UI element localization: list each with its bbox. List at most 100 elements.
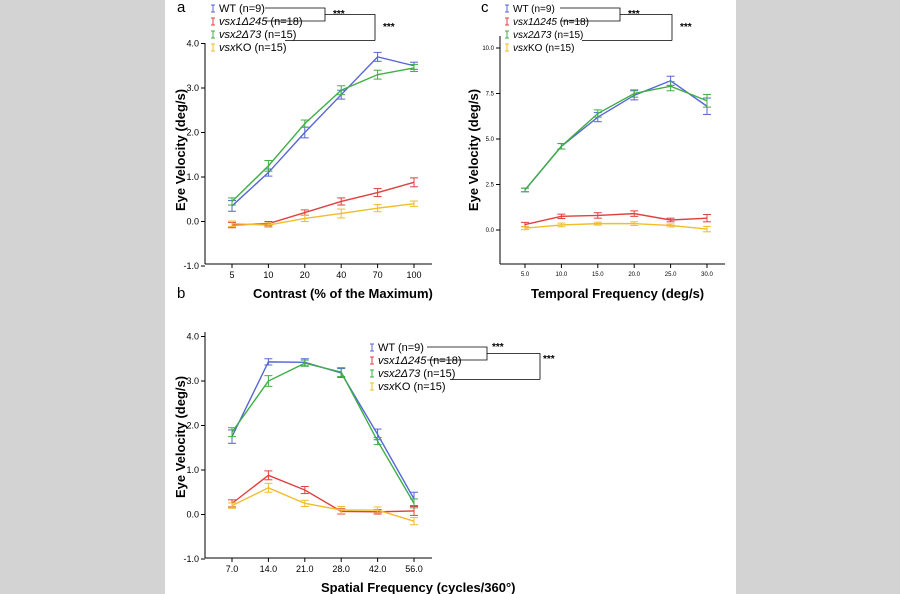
significance-stars: *** [492,342,504,353]
legend-text: (n=18) [267,16,302,28]
series-line-vsxKO [231,203,415,226]
legend-text-italic: vsx1Δ245 [378,355,427,367]
x-tick-label: 56.0 [405,564,423,574]
y-tick-label: 7.5 [486,92,495,98]
legend-text-italic: vsx [219,42,236,54]
significance-stars: *** [628,9,640,20]
figure-svg: a -1.0 0.0 1.0 2.0 3.0 4.0 5 10 20 40 70 100 Contrast… [173,0,725,594]
panel-letter: a [177,0,186,16]
y-tick-label: 0.0 [186,510,199,520]
legend-text-italic: vsx [378,381,395,393]
significance-stars: *** [543,354,555,365]
x-axis-title: Temporal Frequency (deg/s) [531,286,704,301]
bracket-outer [487,353,541,380]
y-tick-label: 3.0 [186,83,199,93]
series-vsx1 [521,210,711,228]
significance-brackets: *** *** [560,7,692,41]
panel-letter: c [481,0,489,16]
y-tick-label: 10.0 [482,46,494,52]
legend-entry-vsx1: vsx1Δ245 (n=18) [378,355,462,367]
x-tick-label: 42.0 [369,564,387,574]
legend-entry-vsxKO: vsxKO (n=15) [378,381,446,393]
figure-panel: a -1.0 0.0 1.0 2.0 3.0 4.0 5 10 20 40 70 100 Contrast… [165,0,736,594]
series-line-vsx1 [524,212,708,226]
y-tick-label: -1.0 [183,554,199,564]
x-tick-label: 20.0 [628,272,640,278]
legend-text-italic: vsx1Δ245 [219,16,268,28]
legend: WT (n=9)vsx1Δ245 (n=18)vsx2Δ73 (n=15)vsx… [211,3,303,54]
y-axis-title: Eye Velocity (deg/s) [173,376,188,498]
legend-text: (n=15) [261,29,296,41]
series-vsxKO [228,200,418,228]
legend-entry-vsxKO: vsxKO (n=15) [219,42,287,54]
y-tick-label: 0.0 [486,228,495,234]
x-axis-title: Spatial Frequency (cycles/360°) [321,580,516,594]
series-WT [521,75,711,193]
legend-text: KO (n=15) [236,42,287,54]
y-tick-label: 5.0 [486,137,495,143]
y-tick-label: 2.5 [486,183,495,189]
legend-text: KO (n=15) [395,381,446,393]
legend-entry-WT: WT (n=9) [378,342,424,354]
panel-letter: b [177,285,185,302]
legend-text: WT [378,342,395,354]
y-tick-label: 1.0 [186,172,199,182]
y-tick-label: -1.0 [183,261,199,271]
y-tick-label: 4.0 [186,332,199,342]
x-tick-label: 5 [229,270,234,280]
x-tick-label: 7.0 [226,564,239,574]
legend: WT (n=9)vsx1Δ245 (n=18)vsx2Δ73 (n=15)vsx… [370,342,462,393]
legend-text: WT [219,3,236,15]
legend-entry-WT: WT (n=9) [219,3,265,15]
legend-entry-vsx1: vsx1Δ245 (n=18) [219,16,303,28]
legend-entry-vsxKO: vsxKO (n=15) [513,43,574,54]
x-tick-label: 20 [300,270,310,280]
significance-brackets: *** *** [427,342,555,380]
legend-text: (n=9) [528,4,554,15]
significance-brackets: *** *** [265,7,395,41]
series-line-vsxKO [524,222,708,230]
x-tick-label: 25.0 [665,272,677,278]
series-line-vsx2 [524,85,708,191]
significance-stars: *** [383,22,395,33]
x-tick-label: 10.0 [556,272,568,278]
legend-text: KO (n=15) [528,43,574,54]
x-tick-label: 28.0 [332,564,350,574]
legend-entry-vsx2: vsx2Δ73 (n=15) [219,29,296,41]
y-tick-label: 2.0 [186,421,199,431]
chart-panel-b: b -1.0 0.0 1.0 2.0 3.0 4.0 7.0 14.0 21.0 28.0 42.0 5… [173,285,555,594]
significance-stars: *** [680,22,692,33]
significance-stars: *** [333,9,345,20]
legend-text: (n=18) [557,17,589,28]
legend-entry-vsx2: vsx2Δ73 (n=15) [513,30,583,41]
legend-text: (n=18) [426,355,461,367]
x-tick-label: 30.0 [701,272,713,278]
legend-entry-WT: WT (n=9) [513,4,555,15]
series-vsx2 [521,81,711,193]
legend-text: (n=15) [551,30,583,41]
series-line-WT [231,56,415,207]
legend-entry-vsx2: vsx2Δ73 (n=15) [378,368,455,380]
x-tick-label: 70 [373,270,383,280]
y-tick-label: 4.0 [186,39,199,49]
bracket-outer [620,14,673,41]
series-vsx2 [228,63,418,206]
series-line-vsx2 [231,362,415,504]
y-axis-title: Eye Velocity (deg/s) [173,89,188,211]
series-vsxKO [521,221,711,233]
bracket-outer [325,14,376,41]
series-line-vsx1 [231,181,415,226]
y-axis-title: Eye Velocity (deg/s) [466,89,481,211]
x-tick-label: 40 [336,270,346,280]
legend-entry-vsx1: vsx1Δ245 (n=18) [513,17,589,28]
series-line-vsx2 [231,67,415,202]
series-vsx1 [228,177,418,229]
chart-panel-a: a -1.0 0.0 1.0 2.0 3.0 4.0 5 10 20 40 70 100 Contrast… [173,0,433,301]
x-axis-title: Contrast (% of the Maximum) [253,286,433,301]
y-tick-label: 0.0 [186,217,199,227]
series-line-WT [524,79,708,191]
legend: WT (n=9) vsx1Δ245 (n=18) vsx2Δ73 (n=15) vsx… [505,4,589,54]
x-tick-label: 15.0 [592,272,604,278]
x-tick-label: 21.0 [296,564,314,574]
legend-text-italic: vsx [513,43,529,54]
